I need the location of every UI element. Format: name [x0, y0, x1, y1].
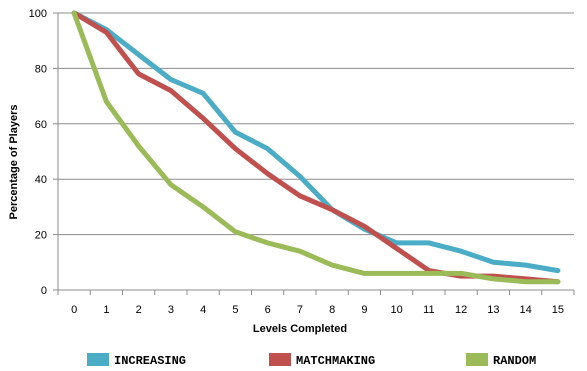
y-tick-label: 100 — [29, 8, 47, 20]
x-tick-label: 12 — [455, 304, 467, 316]
axes — [53, 12, 575, 295]
legend-label-increasing: INCREASING — [114, 354, 186, 368]
legend-swatch-increasing — [87, 353, 109, 366]
x-tick-label: 11 — [423, 304, 434, 316]
legend-label-matchmaking: MATCHMAKING — [296, 354, 375, 368]
y-tick-label: 20 — [35, 230, 47, 242]
x-axis-title: Levels Completed — [253, 323, 347, 335]
series-line-increasing — [71, 10, 561, 274]
legend-label-random: RANDOM — [493, 354, 536, 368]
x-tick-label: 8 — [329, 304, 335, 316]
y-axis-title: Percentage of Players — [8, 105, 20, 220]
y-tick-label: 0 — [41, 285, 47, 297]
x-tick-label: 13 — [487, 304, 499, 316]
legend: INCREASING MATCHMAKING RANDOM — [87, 353, 536, 368]
x-tick-label: 6 — [265, 304, 271, 316]
y-tick-labels: 0 20 40 60 80 100 — [29, 8, 47, 297]
series-line-matchmaking — [71, 10, 561, 285]
legend-swatch-random — [466, 353, 488, 366]
x-tick-label: 1 — [103, 304, 109, 316]
series-lines — [71, 10, 561, 285]
x-tick-label: 14 — [520, 304, 532, 316]
legend-swatch-matchmaking — [269, 353, 291, 366]
x-tick-label: 10 — [391, 304, 403, 316]
x-tick-label: 7 — [297, 304, 303, 316]
x-tick-label: 2 — [136, 304, 142, 316]
x-tick-labels: 0 1 2 3 4 5 6 7 8 9 10 11 12 13 14 15 — [71, 304, 564, 316]
series-line-random — [71, 10, 561, 285]
x-tick-label: 0 — [71, 304, 77, 316]
x-tick-label: 15 — [552, 304, 564, 316]
x-tick-label: 4 — [200, 304, 206, 316]
x-tick-label: 3 — [168, 304, 174, 316]
x-tick-label: 9 — [361, 304, 367, 316]
y-tick-label: 40 — [35, 174, 47, 186]
y-tick-label: 80 — [35, 63, 47, 75]
y-tick-label: 60 — [35, 119, 47, 131]
x-tick-label: 5 — [232, 304, 238, 316]
